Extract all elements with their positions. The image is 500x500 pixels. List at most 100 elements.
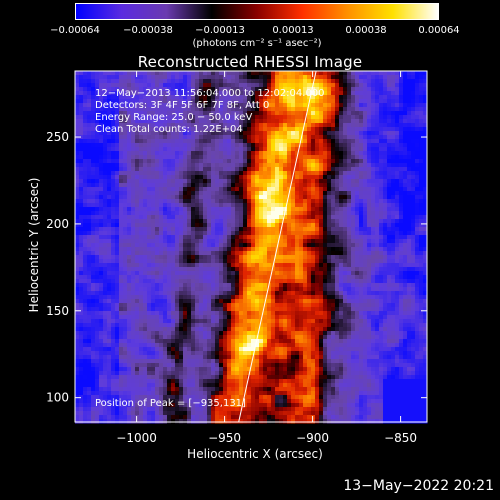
heatmap-cell xyxy=(395,251,400,256)
heatmap-cell xyxy=(335,91,340,96)
heatmap-cell xyxy=(419,255,424,260)
heatmap-cell xyxy=(155,155,160,160)
heatmap-cell xyxy=(223,227,228,232)
heatmap-cell xyxy=(191,247,196,252)
heatmap-cell xyxy=(419,139,424,144)
heatmap-cell xyxy=(299,131,304,136)
heatmap-cell xyxy=(151,115,156,120)
heatmap-cell xyxy=(195,79,200,84)
heatmap-cell xyxy=(367,247,372,252)
heatmap-cell xyxy=(187,259,192,264)
heatmap-cell xyxy=(103,167,108,172)
heatmap-cell xyxy=(131,283,136,288)
heatmap-cell xyxy=(403,227,408,232)
heatmap-cell xyxy=(255,99,260,104)
heatmap-cell xyxy=(191,135,196,140)
heatmap-cell xyxy=(119,243,124,248)
heatmap-cell xyxy=(175,107,180,112)
heatmap-cell xyxy=(263,163,268,168)
heatmap-cell xyxy=(235,107,240,112)
heatmap-cell xyxy=(367,259,372,264)
heatmap-cell xyxy=(227,179,232,184)
heatmap-cell xyxy=(211,227,216,232)
heatmap-cell xyxy=(363,183,368,188)
heatmap-cell xyxy=(207,247,212,252)
heatmap-cell xyxy=(191,191,196,196)
heatmap-cell xyxy=(323,155,328,160)
heatmap-cell xyxy=(111,231,116,236)
heatmap-cell xyxy=(151,191,156,196)
heatmap-cell xyxy=(151,87,156,92)
heatmap-cell xyxy=(215,251,220,256)
heatmap-cell xyxy=(167,119,172,124)
heatmap-cell xyxy=(239,147,244,152)
heatmap-cell xyxy=(291,147,296,152)
heatmap-cell xyxy=(355,227,360,232)
heatmap-cell xyxy=(243,191,248,196)
heatmap-cell xyxy=(403,91,408,96)
heatmap-cell xyxy=(315,271,320,276)
heatmap-cell xyxy=(363,87,368,92)
heatmap-cell xyxy=(231,191,236,196)
heatmap-cell xyxy=(383,243,388,248)
heatmap-cell xyxy=(171,127,176,132)
heatmap-cell xyxy=(283,247,288,252)
heatmap-cell xyxy=(375,107,380,112)
heatmap-cell xyxy=(307,155,312,160)
heatmap-cell xyxy=(123,79,128,84)
heatmap-cell xyxy=(363,223,368,228)
heatmap-cell xyxy=(371,283,376,288)
heatmap-cell xyxy=(259,99,264,104)
heatmap-cell xyxy=(135,247,140,252)
heatmap-cell xyxy=(407,155,412,160)
heatmap-cell xyxy=(79,263,84,268)
heatmap-cell xyxy=(235,95,240,100)
heatmap-cell xyxy=(223,235,228,240)
heatmap-cell xyxy=(231,115,236,120)
heatmap-cell xyxy=(415,95,420,100)
heatmap-cell xyxy=(175,167,180,172)
heatmap-cell xyxy=(99,243,104,248)
heatmap-cell xyxy=(323,263,328,268)
heatmap-cell xyxy=(303,263,308,268)
heatmap-cell xyxy=(407,195,412,200)
heatmap-cell xyxy=(135,207,140,212)
heatmap-cell xyxy=(411,159,416,164)
heatmap-cell xyxy=(387,99,392,104)
heatmap-cell xyxy=(287,283,292,288)
heatmap-cell xyxy=(203,239,208,244)
heatmap-cell xyxy=(403,267,408,272)
heatmap-cell xyxy=(159,155,164,160)
heatmap-cell xyxy=(227,107,232,112)
heatmap-cell xyxy=(147,271,152,276)
heatmap-cell xyxy=(327,271,332,276)
heatmap-cell xyxy=(179,167,184,172)
heatmap-cell xyxy=(351,107,356,112)
heatmap-cell xyxy=(135,87,140,92)
heatmap-cell xyxy=(243,287,248,292)
heatmap-cell xyxy=(247,251,252,256)
heatmap-cell xyxy=(415,143,420,148)
heatmap-cell xyxy=(111,279,116,284)
heatmap-cell xyxy=(215,111,220,116)
heatmap-cell xyxy=(331,71,336,76)
heatmap-cell xyxy=(379,291,384,296)
heatmap-cell xyxy=(331,243,336,248)
heatmap-cell xyxy=(91,111,96,116)
heatmap-cell xyxy=(271,95,276,100)
heatmap-cell xyxy=(351,135,356,140)
heatmap-cell xyxy=(331,119,336,124)
heatmap-cell xyxy=(163,99,168,104)
heatmap-cell xyxy=(79,147,84,152)
heatmap-cell xyxy=(387,155,392,160)
heatmap-cell xyxy=(239,259,244,264)
heatmap-cell xyxy=(147,279,152,284)
heatmap-cell xyxy=(235,283,240,288)
heatmap-cell xyxy=(359,271,364,276)
heatmap-cell xyxy=(323,207,328,212)
heatmap-cell xyxy=(315,243,320,248)
heatmap-cell xyxy=(415,279,420,284)
heatmap-cell xyxy=(155,123,160,128)
heatmap-cell xyxy=(267,127,272,132)
heatmap-cell xyxy=(363,235,368,240)
